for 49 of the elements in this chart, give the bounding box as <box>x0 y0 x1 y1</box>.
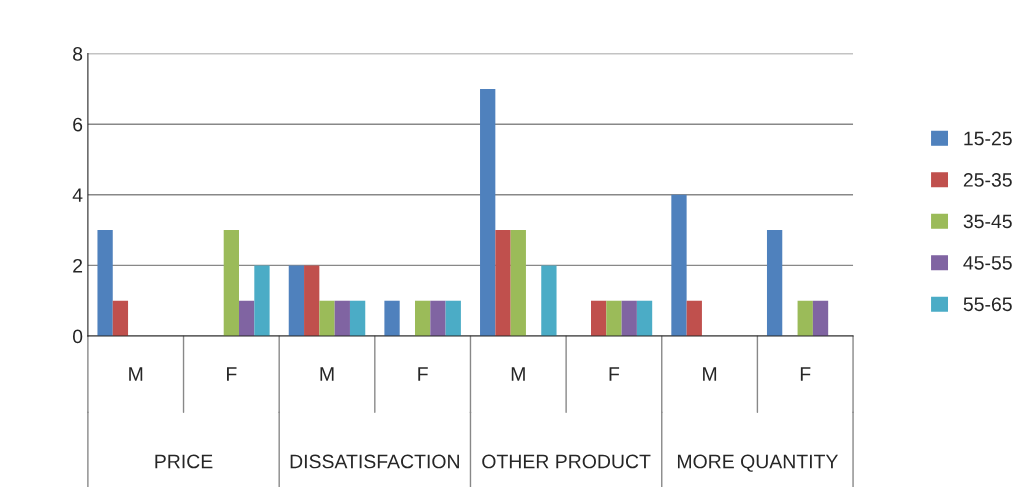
bar <box>636 300 653 337</box>
bar <box>97 230 113 337</box>
bar <box>606 300 622 337</box>
bar <box>112 300 129 337</box>
legend-label: 35-45 <box>963 214 1012 229</box>
y-tick-label: 2 <box>73 258 83 273</box>
legend-label: 55-65 <box>963 297 1012 312</box>
bar <box>334 300 350 337</box>
x-tick-label: M <box>703 367 717 381</box>
x-tick-label: M <box>129 367 143 381</box>
y-tick-label: 0 <box>72 329 83 344</box>
bar <box>430 300 446 337</box>
bar <box>304 265 320 337</box>
x-tick-label: M <box>320 367 334 381</box>
x-tick-label: F <box>227 367 237 381</box>
bar <box>480 88 496 337</box>
bar <box>288 265 305 337</box>
y-tick-label: 4 <box>72 188 83 202</box>
bar <box>541 265 557 337</box>
bar <box>590 300 607 337</box>
bar <box>384 300 400 337</box>
y-tick-label: 8 <box>73 47 83 61</box>
bar <box>510 230 526 337</box>
bar <box>495 230 511 337</box>
y-tick-label: 6 <box>73 117 83 132</box>
text: OTHER PRODUCT <box>482 454 651 469</box>
text: MORE QUANTITY <box>677 454 838 472</box>
text: PRICE <box>155 454 213 469</box>
bar <box>254 265 270 337</box>
bar <box>766 230 783 337</box>
bar <box>812 300 829 337</box>
bar <box>445 300 461 337</box>
x-tick-label: M <box>511 367 525 381</box>
x-tick-label: F <box>800 367 811 381</box>
bar <box>349 300 366 337</box>
x-tick-label: F <box>418 367 428 381</box>
bar <box>239 300 255 337</box>
bar <box>319 300 335 337</box>
bar <box>223 230 240 337</box>
bar <box>797 300 813 337</box>
bar <box>621 300 637 337</box>
bar <box>671 194 687 337</box>
bar <box>415 300 431 337</box>
bar <box>686 300 702 337</box>
legend-label: 25-35 <box>963 173 1012 187</box>
legend-label: 15-25 <box>964 131 1012 146</box>
x-tick-label: F <box>609 367 620 381</box>
legend-label: 45-55 <box>963 256 1012 270</box>
text: DISSATISFACTION <box>290 454 459 469</box>
